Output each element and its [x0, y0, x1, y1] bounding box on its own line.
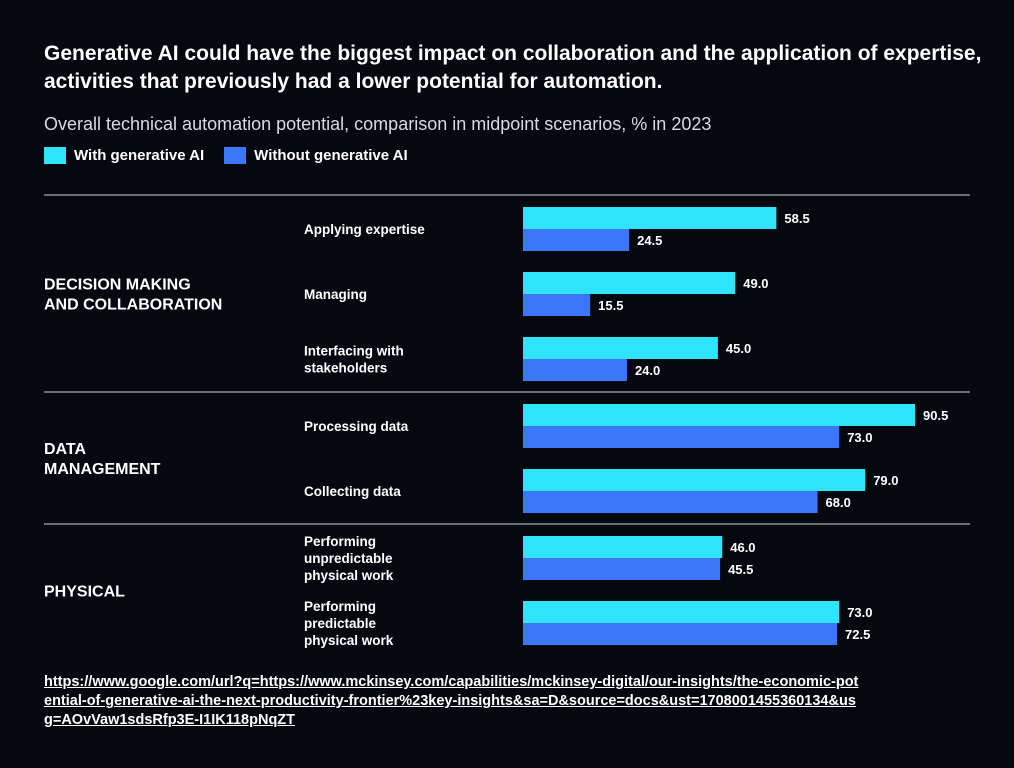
data-label: 68.0: [826, 495, 851, 510]
data-label: 73.0: [847, 430, 872, 445]
legend: With generative AI Without generative AI: [44, 147, 408, 164]
group-label: PHYSICAL: [44, 584, 125, 601]
bar-without: [523, 229, 630, 251]
legend-swatch-without: [224, 147, 247, 164]
legend-swatch-with: [44, 147, 66, 164]
category-label: Processing data: [304, 419, 409, 434]
data-label: 49.0: [743, 276, 768, 291]
category-label: Applying expertise: [304, 222, 425, 237]
category-label: Collecting data: [304, 484, 401, 499]
data-label: 24.0: [635, 363, 660, 378]
category-label: Performing predictable physical work: [304, 599, 394, 648]
group-label: DATA MANAGEMENT: [44, 441, 161, 478]
bar-with: [523, 207, 777, 229]
bar-without: [523, 491, 818, 513]
data-label: 58.5: [784, 211, 809, 226]
data-label: 15.5: [598, 298, 623, 313]
category-label: Performing unpredictable physical work: [304, 534, 394, 583]
bar-without: [523, 359, 627, 381]
chart-title: Generative AI could have the biggest imp…: [44, 42, 982, 93]
data-label: 46.0: [730, 540, 755, 555]
bar-with: [523, 404, 915, 426]
legend-item-with: With generative AI: [44, 147, 204, 164]
category-label: Managing: [304, 287, 367, 302]
data-label: 45.0: [726, 341, 751, 356]
data-label: 90.5: [923, 408, 948, 423]
legend-label-with: With generative AI: [74, 147, 205, 164]
chart-subtitle: Overall technical automation potential, …: [44, 114, 712, 134]
data-label: 73.0: [847, 605, 872, 620]
bar-with: [523, 337, 718, 359]
bar-without: [523, 558, 721, 580]
bar-without: [523, 623, 838, 645]
legend-item-without: Without generative AI: [224, 147, 408, 164]
data-label: 45.5: [728, 562, 753, 577]
bar-with: [523, 469, 866, 491]
bar-without: [523, 294, 591, 316]
category-label: Interfacing with stakeholders: [304, 344, 404, 376]
legend-label-without: Without generative AI: [254, 147, 408, 164]
bar-with: [523, 601, 840, 623]
bar-without: [523, 426, 840, 448]
data-label: 24.5: [637, 233, 662, 248]
data-label: 79.0: [873, 473, 898, 488]
group-label: DECISION MAKING AND COLLABORATION: [44, 277, 222, 314]
bar-with: [523, 536, 723, 558]
bar-with: [523, 272, 736, 294]
source-link[interactable]: https://www.google.com/url?q=https://www…: [44, 674, 859, 728]
data-label: 72.5: [845, 627, 870, 642]
